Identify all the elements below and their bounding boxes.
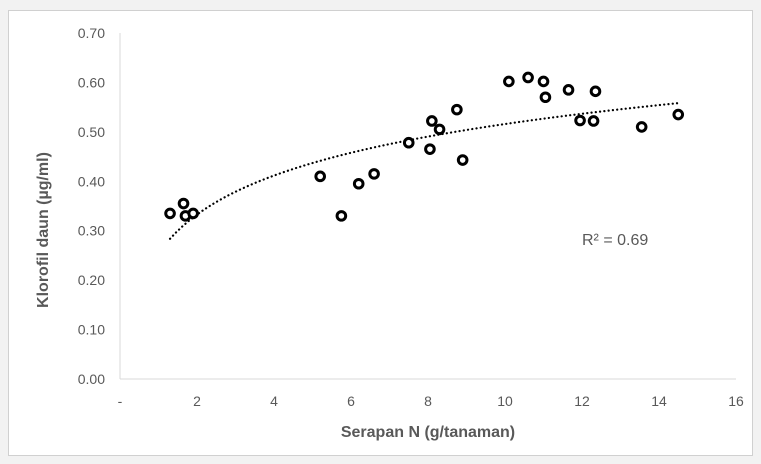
data-point [539,91,552,104]
x-tick-label: 16 [728,393,744,409]
x-axis-title: Serapan N (g/tanaman) [341,424,515,441]
data-point [635,121,648,133]
axes [119,33,736,380]
data-point [352,177,365,190]
data-point [177,197,190,210]
data-point [574,114,586,127]
data-point [314,170,327,183]
y-tick-label: 0.30 [78,223,105,239]
data-point [335,210,348,222]
data-point [187,207,199,220]
data-point [424,143,436,155]
data-point [522,71,534,84]
data-point [402,136,415,149]
x-tick-label: 4 [270,393,278,409]
data-point [451,103,463,116]
x-tick-label: 10 [497,393,513,409]
y-tick-label: 0.10 [78,322,105,338]
data-point [503,75,515,88]
data-point [672,108,685,121]
x-tick-label: 14 [651,393,667,409]
data-point [562,84,575,96]
y-tick-label: 0.70 [78,25,105,41]
x-tick-label: 2 [193,393,201,409]
y-tick-label: 0.40 [78,173,105,189]
y-tick-label: 0.20 [78,272,105,288]
r-squared-annotation: R² = 0.69 [582,232,648,249]
y-axis-title: Klorofil daun (µg/ml) [35,152,52,308]
x-tick-label: 8 [424,393,432,409]
trendline [168,102,680,240]
x-tick-label: - [118,393,123,409]
y-tick-label: 0.50 [78,124,105,140]
x-tick-label: 6 [347,393,355,409]
x-tick-labels: - 2 4 6 8 10 12 14 16 [118,393,744,409]
data-point [456,154,469,166]
y-tick-label: 0.00 [78,371,105,387]
data-point [537,75,550,88]
data-point [587,115,600,127]
data-point [164,207,176,220]
chart-frame [8,10,753,456]
y-tick-labels: 0.00 0.10 0.20 0.30 0.40 0.50 0.60 0.70 [78,25,105,387]
data-point [368,168,380,180]
data-point [433,123,446,136]
data-point [589,85,602,98]
data-points [164,71,685,222]
data-point [426,115,438,127]
y-tick-label: 0.60 [78,74,105,90]
x-tick-label: 12 [574,393,590,409]
